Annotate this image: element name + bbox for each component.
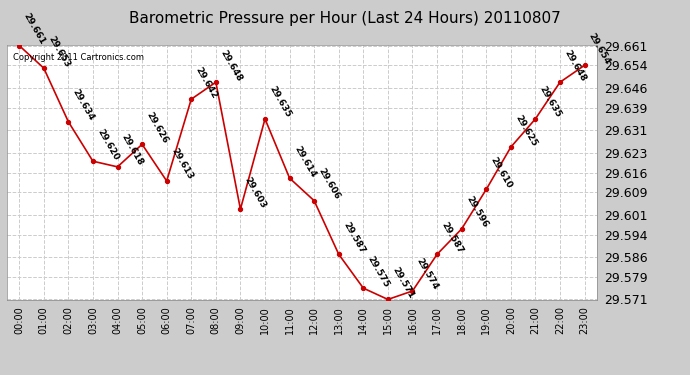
Text: 29.653: 29.653 <box>46 34 71 69</box>
Text: 29.610: 29.610 <box>489 156 514 190</box>
Point <box>38 65 49 71</box>
Text: 29.614: 29.614 <box>292 144 317 179</box>
Text: 29.587: 29.587 <box>440 220 465 255</box>
Text: 29.574: 29.574 <box>415 257 440 292</box>
Text: 29.648: 29.648 <box>562 48 588 83</box>
Text: 29.620: 29.620 <box>95 128 121 162</box>
Text: 29.606: 29.606 <box>317 167 342 201</box>
Point <box>431 251 442 257</box>
Point <box>308 198 319 204</box>
Point <box>161 178 172 184</box>
Point <box>186 96 197 102</box>
Point <box>88 158 99 164</box>
Text: 29.625: 29.625 <box>513 113 538 148</box>
Point <box>456 226 467 232</box>
Point <box>284 175 295 181</box>
Text: 29.635: 29.635 <box>538 85 563 120</box>
Point <box>555 79 566 85</box>
Text: 29.575: 29.575 <box>366 254 391 289</box>
Text: Copyright 2011 Cartronics.com: Copyright 2011 Cartronics.com <box>13 53 144 62</box>
Text: 29.642: 29.642 <box>194 65 219 100</box>
Text: 29.634: 29.634 <box>71 88 96 122</box>
Text: 29.596: 29.596 <box>464 195 489 230</box>
Text: 29.626: 29.626 <box>145 110 170 145</box>
Text: 29.571: 29.571 <box>391 266 415 300</box>
Point <box>505 144 516 150</box>
Text: 29.613: 29.613 <box>169 147 195 182</box>
Point <box>579 62 590 68</box>
Text: 29.587: 29.587 <box>341 220 366 255</box>
Point <box>407 288 418 294</box>
Text: 29.654: 29.654 <box>587 31 612 66</box>
Point <box>63 119 74 125</box>
Point <box>481 186 492 192</box>
Point <box>112 164 123 170</box>
Point <box>333 251 344 257</box>
Point <box>137 141 148 147</box>
Text: 29.603: 29.603 <box>243 175 268 210</box>
Text: 29.648: 29.648 <box>218 48 244 83</box>
Point <box>14 43 25 49</box>
Text: 29.618: 29.618 <box>120 133 145 168</box>
Point <box>235 206 246 212</box>
Text: 29.635: 29.635 <box>268 85 293 120</box>
Point <box>358 285 369 291</box>
Text: 29.661: 29.661 <box>21 12 47 46</box>
Point <box>382 296 393 302</box>
Point <box>530 116 541 122</box>
Text: Barometric Pressure per Hour (Last 24 Hours) 20110807: Barometric Pressure per Hour (Last 24 Ho… <box>129 11 561 26</box>
Point <box>259 116 270 122</box>
Point <box>210 79 221 85</box>
